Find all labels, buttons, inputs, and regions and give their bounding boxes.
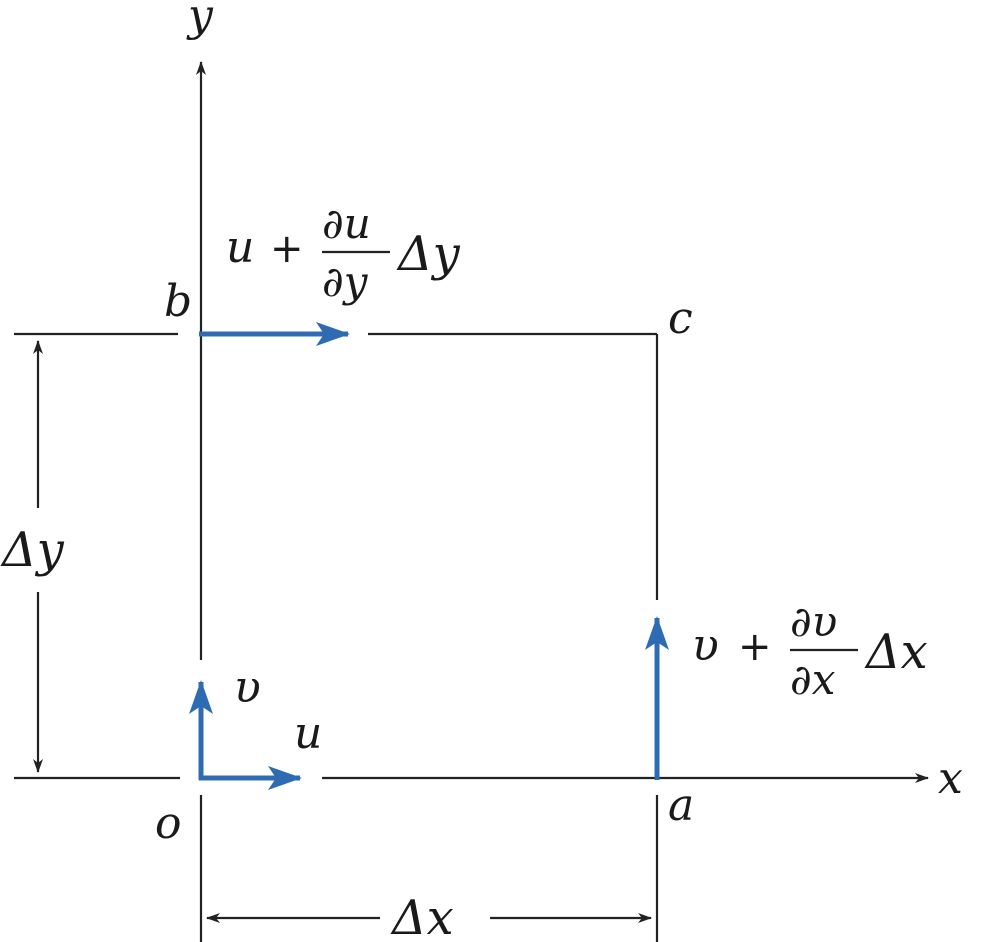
v-label: υ xyxy=(234,662,261,713)
right-expr-plus: + xyxy=(738,624,772,670)
right-expr-numerator: ∂υ xyxy=(790,597,837,646)
u-label: u xyxy=(294,708,322,759)
corner-label-o: o xyxy=(155,798,182,849)
top-expr-numerator: ∂u xyxy=(322,199,371,248)
corner-label-a: a xyxy=(668,780,694,831)
y-axis-label: y xyxy=(186,0,214,41)
top-expr-plus: + xyxy=(270,226,304,272)
corner-label-b: b xyxy=(164,276,192,327)
delta-y-label: Δy xyxy=(0,522,65,578)
right-expr-tail: Δx xyxy=(864,624,928,680)
delta-x-label: Δx xyxy=(390,890,454,942)
top-expr-tail: Δy xyxy=(396,226,461,282)
right-velocity-expression: υ + ∂υ ∂x Δx xyxy=(692,597,928,704)
top-expr-base: u xyxy=(226,222,254,273)
right-expr-denominator: ∂x xyxy=(790,655,836,704)
x-axis-label: x xyxy=(938,753,963,804)
top-expr-denominator: ∂y xyxy=(322,257,369,306)
right-expr-base: υ xyxy=(692,620,719,671)
corner-label-c: c xyxy=(668,293,693,344)
top-velocity-expression: u + ∂u ∂y Δy xyxy=(226,199,461,306)
